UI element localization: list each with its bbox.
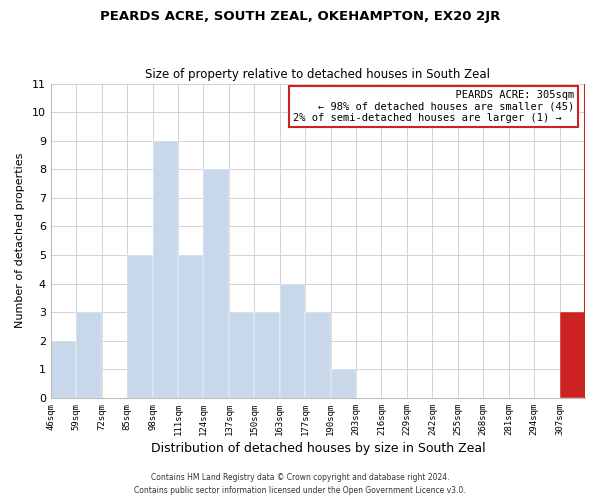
Bar — [178, 255, 203, 398]
Text: PEARDS ACRE: 305sqm
← 98% of detached houses are smaller (45)
2% of semi-detache: PEARDS ACRE: 305sqm ← 98% of detached ho… — [293, 90, 574, 123]
Y-axis label: Number of detached properties: Number of detached properties — [15, 153, 25, 328]
Title: Size of property relative to detached houses in South Zeal: Size of property relative to detached ho… — [145, 68, 490, 81]
Bar — [51, 341, 76, 398]
Bar — [76, 312, 101, 398]
Bar — [152, 140, 178, 398]
Bar — [331, 370, 356, 398]
Bar — [280, 284, 305, 398]
Text: PEARDS ACRE, SOUTH ZEAL, OKEHAMPTON, EX20 2JR: PEARDS ACRE, SOUTH ZEAL, OKEHAMPTON, EX2… — [100, 10, 500, 23]
Bar — [305, 312, 331, 398]
Bar — [229, 312, 254, 398]
Text: Contains HM Land Registry data © Crown copyright and database right 2024.
Contai: Contains HM Land Registry data © Crown c… — [134, 474, 466, 495]
Bar — [254, 312, 280, 398]
Bar — [203, 170, 229, 398]
Bar — [560, 312, 585, 398]
Bar — [127, 255, 152, 398]
X-axis label: Distribution of detached houses by size in South Zeal: Distribution of detached houses by size … — [151, 442, 485, 455]
